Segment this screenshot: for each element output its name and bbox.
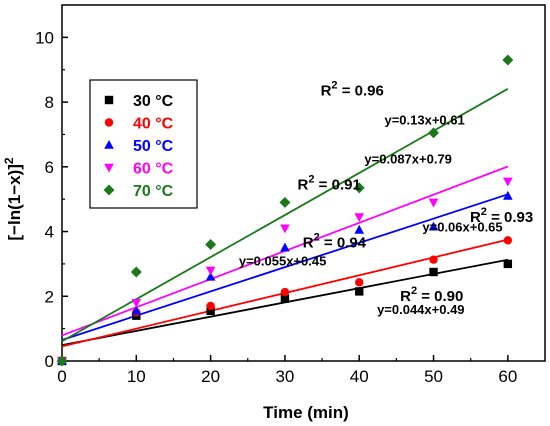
legend-label: 60 °C [133, 161, 174, 178]
legend-label: 30 °C [133, 93, 174, 110]
legend-marker [104, 139, 114, 149]
x-tick-label: 50 [424, 367, 443, 386]
data-point [131, 298, 142, 308]
data-point [428, 221, 439, 231]
r-squared-label: R2 = 0.90 [400, 285, 463, 305]
equation-label: y=0.06x+0.65 [422, 220, 502, 235]
y-tick-label: 0 [45, 352, 54, 371]
data-point [502, 54, 514, 66]
y-tick-label: 4 [45, 223, 54, 242]
legend-marker [104, 95, 114, 105]
data-point [280, 287, 290, 297]
plot-area: 0 10 20 30 40 50 60 0 2 4 6 8 10 30 °C 40 °C 50 °C 60 °C… [35, 4, 546, 386]
data-point [279, 196, 291, 208]
r-squared-label: R2 = 0.93 [470, 206, 533, 226]
r-squared-label: R2 = 0.91 [298, 173, 361, 193]
data-point [280, 294, 290, 303]
data-point [503, 236, 513, 245]
data-point [428, 127, 439, 139]
data-point [280, 224, 290, 234]
x-tick-label: 60 [498, 367, 517, 386]
data-point [206, 301, 215, 311]
data-point [353, 182, 365, 194]
y-tick-label: 6 [45, 158, 54, 177]
equation-label: y=0.044x+0.49 [377, 302, 464, 317]
x-tick-label: 20 [201, 367, 220, 386]
x-tick-label: 0 [57, 367, 66, 386]
data-point [205, 239, 217, 250]
data-point [205, 271, 216, 281]
legend-marker [103, 184, 115, 196]
data-point [354, 224, 365, 234]
r-squared-label: R2 = 0.96 [321, 80, 384, 100]
legend-label: 70 °C [133, 183, 174, 200]
data-point [429, 255, 438, 264]
x-tick-label: 10 [127, 367, 146, 386]
equation-label: y=0.055x+0.45 [239, 254, 326, 269]
equation-label: y=0.13x+0.61 [384, 113, 464, 128]
data-point [503, 259, 513, 269]
x-tick-label: 30 [275, 367, 294, 386]
legend-label: 50 °C [133, 138, 174, 155]
data-point [355, 278, 364, 287]
x-tick-label: 40 [350, 367, 369, 386]
data-point [503, 177, 513, 187]
data-point [56, 355, 68, 367]
data-point [428, 198, 439, 208]
data-point [205, 266, 216, 276]
data-point [280, 242, 290, 252]
plot-frame [61, 4, 546, 362]
data-point [354, 213, 365, 223]
y-axis-label: [−ln(1−x)]2 [2, 157, 24, 241]
data-point [131, 305, 142, 315]
legend-marker [104, 118, 114, 127]
data-point [355, 287, 364, 296]
data-point [130, 266, 142, 278]
data-point [206, 306, 215, 316]
legend-marker [104, 163, 114, 173]
y-tick-label: 8 [45, 93, 54, 112]
data-point [503, 190, 513, 200]
legend-label: 40 °C [133, 116, 174, 133]
y-tick-label: 2 [45, 287, 54, 306]
x-axis-label: Time (min) [263, 403, 349, 422]
data-point [429, 267, 438, 277]
r-squared-label: R2 = 0.94 [303, 232, 367, 252]
y-tick-label: 10 [35, 28, 54, 47]
equation-label: y=0.087x+0.79 [364, 152, 451, 167]
